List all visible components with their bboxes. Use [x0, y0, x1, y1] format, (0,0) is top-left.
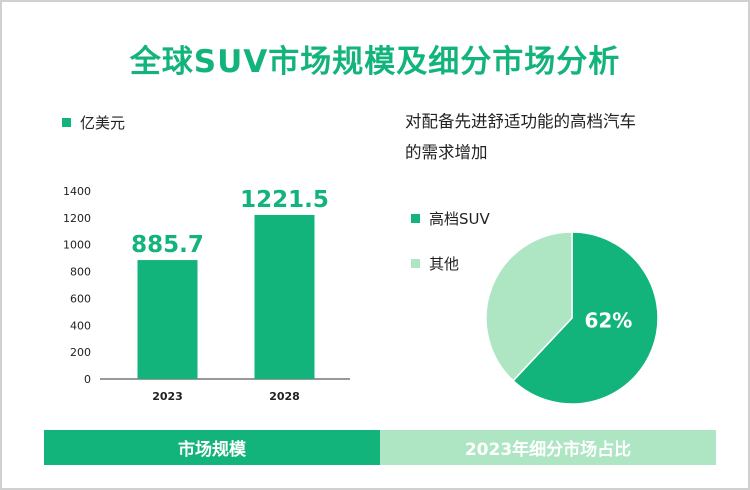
bar-2023: [137, 260, 198, 379]
y-tick-label: 1000: [63, 239, 91, 252]
y-tick-label: 200: [70, 346, 91, 359]
footer-segment-share-label: 2023年细分市场占比: [464, 440, 632, 460]
pie-legend-label-premium: 高档SUV: [429, 210, 490, 228]
y-tick-label: 0: [84, 373, 91, 386]
y-tick-label: 400: [70, 319, 91, 332]
y-tick-label: 1400: [63, 185, 91, 198]
bar-value-label: 1221.5: [240, 187, 329, 213]
pie-slice-label: 62%: [584, 308, 632, 332]
bar-2028: [254, 214, 315, 379]
x-tick-label: 2023: [152, 390, 183, 403]
bar-legend: 亿美元: [62, 112, 125, 133]
pie-legend-item-other: 其他: [411, 253, 459, 274]
bar-legend-swatch: [62, 118, 71, 127]
footer-market-size-label: 市场规模: [178, 440, 246, 460]
pie-heading: 对配备先进舒适功能的高档汽车的需求增加: [405, 112, 636, 162]
pie-legend-label-other: 其他: [429, 255, 460, 273]
footer-market-size: 市场规模: [44, 430, 380, 465]
pie-legend-swatch-other: [411, 259, 420, 268]
pie-slice-premium-suv: [512, 231, 659, 405]
pie-legend-item-premium-suv: 高档SUV: [411, 208, 490, 229]
y-tick-label: 600: [70, 292, 91, 305]
x-tick-label: 2028: [269, 390, 300, 403]
pie-legend-swatch-premium: [411, 214, 420, 223]
page-title: 全球SUV市场规模及细分市场分析: [129, 44, 621, 80]
bar-legend-label: 亿美元: [80, 114, 126, 132]
pie-slice-other: [485, 231, 573, 382]
y-tick-label: 800: [70, 266, 91, 279]
footer-segment-share: 2023年细分市场占比: [380, 430, 716, 465]
bar-value-label: 885.7: [131, 232, 204, 258]
y-tick-label: 1200: [63, 212, 91, 225]
